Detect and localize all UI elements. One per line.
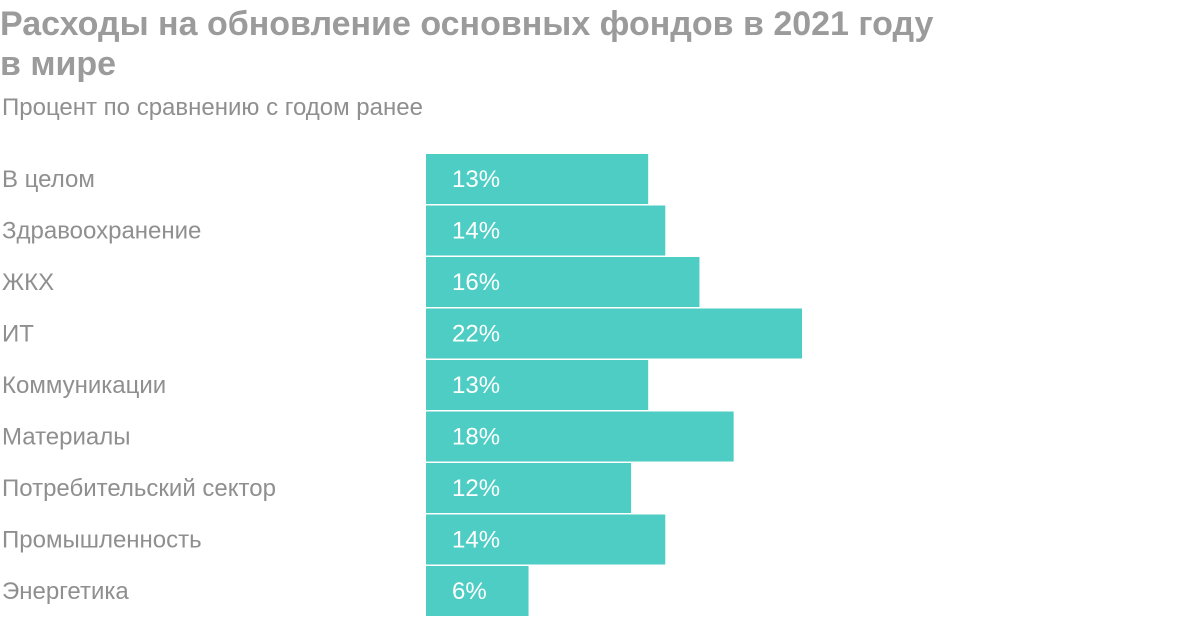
bar [426, 154, 649, 204]
category-label: ЖКХ [2, 269, 54, 296]
bar-value-label: 13% [452, 372, 500, 399]
chart-subtitle: Процент по сравнению с годом ранее [2, 94, 423, 121]
category-label: В целом [2, 166, 95, 193]
bar-value-label: 16% [452, 269, 500, 296]
chart-title-line-1: Расходы на обновление основных фондов в … [0, 5, 934, 43]
category-label: Энергетика [2, 578, 129, 605]
chart-title-line-2: в мире [0, 45, 117, 83]
bar [426, 463, 632, 513]
bar-value-label: 12% [452, 475, 500, 502]
category-label: Коммуникации [2, 372, 166, 399]
bar-value-label: 18% [452, 424, 500, 451]
bar-value-label: 14% [452, 218, 500, 245]
bar [426, 360, 649, 410]
bar [426, 566, 529, 616]
bar [426, 308, 802, 359]
bar [426, 411, 734, 462]
bar-value-label: 6% [452, 578, 487, 605]
bar-value-label: 14% [452, 527, 500, 554]
category-label: Потребительский сектор [2, 475, 276, 502]
category-label: Промышленность [2, 527, 202, 554]
bar-value-label: 13% [452, 166, 500, 193]
bar [426, 514, 666, 565]
bar [426, 257, 700, 307]
category-label: ИТ [2, 321, 34, 348]
category-label: Здравоохранение [2, 218, 201, 245]
bar-value-label: 22% [452, 321, 500, 348]
bar [426, 205, 666, 256]
category-label: Материалы [2, 424, 131, 451]
